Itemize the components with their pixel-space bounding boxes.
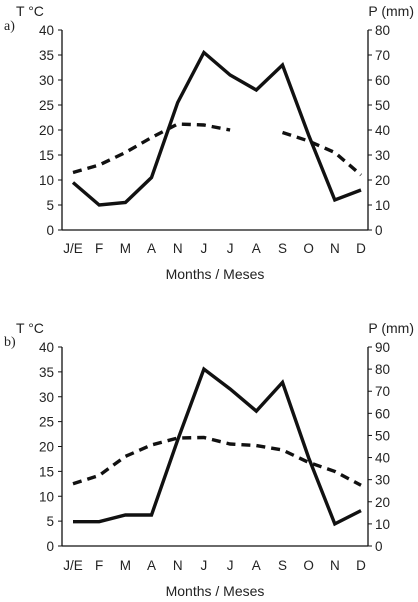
left-axis-title: T °C [16, 3, 44, 19]
x-tick-label: J [201, 241, 208, 256]
chart-a: a) 0 5 10 15 20 25 30 35 40 0 10 20 30 40 50 60 70 80 J/E F M… [4, 3, 414, 282]
x-tick-label: S [278, 558, 287, 573]
right-tick-label: 30 [375, 473, 390, 488]
x-tick-label: N [330, 558, 340, 573]
chart-b: b) 0 5 10 15 20 25 30 35 40 0 10 20 30 40 50 60 70 80 90 J/E… [4, 320, 414, 599]
x-tick-label: D [356, 558, 366, 573]
x-tick-label: N [330, 241, 340, 256]
x-tick-label: S [278, 241, 287, 256]
x-tick-label: O [303, 241, 314, 256]
right-tick-label: 20 [375, 173, 390, 188]
left-tick-label: 15 [39, 148, 54, 163]
x-tick-label: J [201, 558, 208, 573]
panel-label: a) [4, 19, 15, 34]
x-tick-label: A [147, 558, 156, 573]
left-axis-title: T °C [16, 320, 44, 336]
left-tick-label: 0 [46, 539, 54, 554]
temperature-line [72, 435, 362, 487]
right-tick-label: 20 [375, 495, 390, 510]
x-tick-label: D [356, 241, 366, 256]
right-tick-label: 50 [375, 428, 390, 443]
x-tick-label: F [95, 241, 103, 256]
left-tick-label: 5 [46, 198, 54, 213]
precipitation-line [71, 49, 362, 207]
left-tick-label: 25 [39, 415, 54, 430]
right-tick-label: 70 [375, 384, 390, 399]
x-tick-label: M [120, 241, 131, 256]
right-tick-label: 10 [375, 198, 390, 213]
x-tick-label: J [227, 558, 234, 573]
left-tick-label: 35 [39, 365, 54, 380]
right-tick-label: 0 [375, 539, 383, 554]
left-tick-label: 40 [39, 340, 54, 355]
x-tick-label: A [252, 241, 261, 256]
right-tick-label: 50 [375, 98, 390, 113]
left-tick-label: 30 [39, 73, 54, 88]
left-tick-label: 35 [39, 48, 54, 63]
x-tick-label: J/E [63, 241, 83, 256]
left-tick-label: 15 [39, 464, 54, 479]
right-axis-title: P (mm) [368, 320, 414, 336]
right-tick-label: 70 [375, 48, 390, 63]
right-tick-label: 40 [375, 451, 390, 466]
right-tick-label: 30 [375, 148, 390, 163]
left-tick-label: 25 [39, 98, 54, 113]
x-tick-label: J/E [63, 558, 83, 573]
panel-label: b) [4, 335, 16, 350]
temperature-line [72, 122, 231, 175]
right-tick-label: 80 [375, 23, 390, 38]
right-tick-label: 90 [375, 340, 390, 355]
right-tick-label: 40 [375, 123, 390, 138]
x-axis-title: Months / Meses [166, 266, 265, 282]
x-tick-label: N [173, 241, 183, 256]
left-tick-label: 30 [39, 390, 54, 405]
right-axis-title: P (mm) [368, 3, 414, 19]
x-axis-title: Months / Meses [166, 583, 265, 599]
left-tick-label: 10 [39, 173, 54, 188]
left-tick-label: 5 [46, 514, 54, 529]
left-tick-label: 20 [39, 123, 54, 138]
x-tick-label: F [95, 558, 103, 573]
precipitation-line [73, 366, 362, 527]
left-tick-label: 10 [39, 489, 54, 504]
right-tick-label: 0 [375, 223, 383, 238]
left-tick-label: 0 [46, 223, 54, 238]
x-tick-label: A [147, 241, 156, 256]
right-tick-label: 80 [375, 362, 390, 377]
x-tick-label: M [120, 558, 131, 573]
right-tick-label: 60 [375, 406, 390, 421]
left-tick-label: 40 [39, 23, 54, 38]
x-tick-label: N [173, 558, 183, 573]
left-tick-label: 20 [39, 440, 54, 455]
x-tick-label: A [252, 558, 261, 573]
right-tick-label: 60 [375, 73, 390, 88]
right-tick-label: 10 [375, 517, 390, 532]
x-tick-label: J [227, 241, 234, 256]
x-tick-label: O [303, 558, 314, 573]
